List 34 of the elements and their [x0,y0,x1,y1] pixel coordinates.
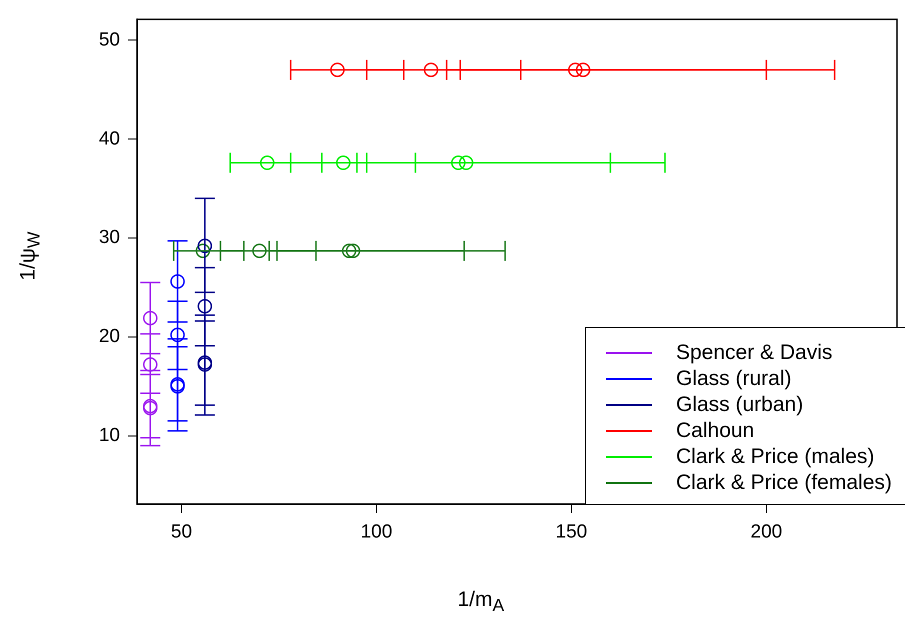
point [342,244,356,258]
x-tick-label: 100 [360,522,392,543]
x-tick-label: 150 [556,522,588,543]
point [252,244,267,258]
point [330,62,345,78]
point [143,310,158,326]
point [143,357,158,372]
legend-label: Glass (rural) [676,367,792,391]
x-axis-title: 1/m$_{A}$ [458,588,504,616]
point [336,156,351,170]
legend-label: Calhoun [676,419,754,443]
legend-label: Spencer & Davis [676,341,832,365]
point [346,244,360,258]
point [198,298,212,314]
point [196,244,210,258]
x-tick-label: 50 [170,522,192,543]
y-tick-label: 10 [98,424,120,446]
point [260,156,274,170]
y-tick-label: 20 [98,326,120,348]
point [424,62,438,78]
y-tick-label: 50 [98,29,120,50]
point [198,238,212,254]
legend-label: Clark & Price (females) [676,471,892,495]
x-tick-label: 200 [750,522,782,543]
point [568,62,583,78]
point [458,156,474,170]
point [170,328,185,342]
legend-label: Clark & Price (males) [676,445,874,469]
point [170,274,185,289]
point [576,62,590,78]
legend-label: Glass (urban) [676,393,804,417]
point [451,156,466,170]
y-tick-label: 40 [98,128,120,150]
y-tick-label: 30 [98,227,120,248]
